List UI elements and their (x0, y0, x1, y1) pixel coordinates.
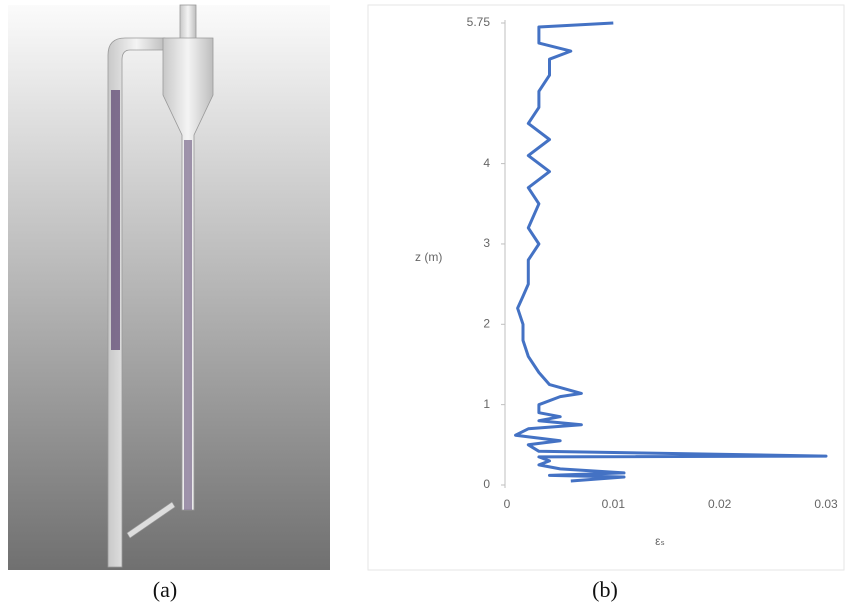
y-tick-label: 5.75 (467, 15, 491, 29)
caption: (a) (153, 577, 177, 602)
y-tick-label: 0 (483, 477, 490, 491)
data-line (514, 21, 828, 483)
y-tick-label: 1 (483, 397, 490, 411)
simulation-image (8, 4, 330, 570)
y-tick-label: 2 (483, 316, 490, 330)
y-axis-label: z (m) (415, 250, 442, 264)
x-tick-label: 0.01 (602, 497, 626, 511)
y-tick-label: 3 (483, 236, 490, 250)
x-tick-label: 0.03 (814, 497, 838, 511)
caption: (b) (592, 577, 618, 602)
x-tick-label: 0 (504, 497, 511, 511)
x-tick-label: 0.02 (708, 497, 732, 511)
y-tick-label: 4 (483, 156, 490, 170)
x-axis-label: εₛ (655, 534, 665, 548)
chart-frame (367, 4, 845, 571)
